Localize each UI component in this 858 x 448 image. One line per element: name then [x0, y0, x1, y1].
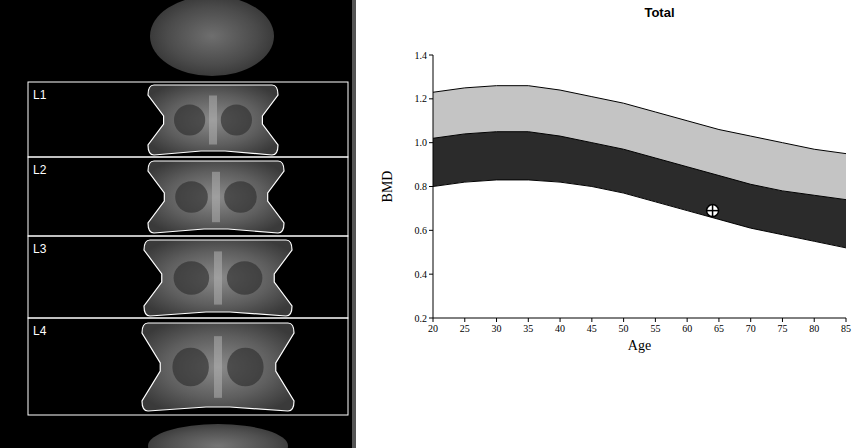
x-tick: [560, 318, 561, 322]
y-tick: [429, 318, 433, 319]
chart-background: [356, 0, 858, 448]
x-tick: [591, 318, 592, 322]
roi-box: [28, 236, 348, 318]
y-tick: [429, 230, 433, 231]
y-tick-label: 0.8: [415, 181, 428, 192]
reference-band: [433, 180, 846, 318]
vertebra-texture: [224, 181, 257, 213]
vertebra: [142, 323, 294, 411]
spine-scan: L1 L2 L3 L4: [0, 0, 356, 448]
plot-area: [433, 86, 846, 318]
vertebra: [148, 85, 278, 155]
roi-box: [28, 82, 348, 157]
vertebra-label: L2: [33, 163, 47, 177]
x-tick-label: 70: [746, 323, 756, 334]
figure: L1 L2 L3 L4 Total 0.2 0.4 0.6 0.8 1.0 1.2 1.4 20 25 30…: [0, 0, 858, 448]
x-tick: [782, 318, 783, 322]
vertebra-label: L1: [33, 88, 47, 102]
vertebra-texture: [172, 348, 208, 387]
y-tick: [429, 186, 433, 187]
y-axis-title: BMD: [380, 171, 395, 203]
vertebra-partial: [150, 0, 274, 76]
x-tick: [846, 318, 847, 322]
spinous-process: [214, 336, 222, 398]
vertebra-label: L4: [33, 324, 47, 338]
x-tick-label: 80: [809, 323, 819, 334]
x-tick: [814, 318, 815, 322]
x-tick: [750, 318, 751, 322]
x-tick: [623, 318, 624, 322]
y-tick-label: 0.2: [415, 313, 428, 324]
x-axis: [433, 318, 846, 319]
x-tick-label: 45: [587, 323, 597, 334]
x-tick: [528, 318, 529, 322]
spinous-process: [214, 251, 222, 304]
y-tick: [429, 55, 433, 56]
y-tick-label: 0.6: [415, 225, 428, 236]
vertebra: [148, 161, 284, 233]
x-tick-label: 60: [682, 323, 692, 334]
roi-box: [28, 157, 348, 236]
chart: Total 0.2 0.4 0.6 0.8 1.0 1.2 1.4 20 25 30 35 40 45 50…: [356, 0, 858, 448]
x-tick-label: 25: [460, 323, 470, 334]
x-tick-label: 30: [492, 323, 502, 334]
x-tick-label: 55: [650, 323, 660, 334]
y-tick: [429, 98, 433, 99]
y-tick: [429, 142, 433, 143]
x-tick: [655, 318, 656, 322]
x-tick: [496, 318, 497, 322]
vertebra: [144, 240, 292, 316]
y-tick-label: 1.2: [415, 93, 428, 104]
y-tick-label: 1.4: [415, 50, 428, 61]
x-tick-label: 35: [523, 323, 533, 334]
patient-point: [707, 205, 719, 217]
vertebra-texture: [227, 261, 263, 294]
spinous-process: [212, 172, 220, 222]
x-tick-label: 85: [841, 323, 851, 334]
y-tick: [429, 274, 433, 275]
x-tick: [687, 318, 688, 322]
x-axis-title: Age: [628, 338, 651, 353]
roi-box: [28, 318, 348, 415]
x-tick: [718, 318, 719, 322]
spinous-process: [209, 96, 217, 145]
reference-curve: [433, 180, 846, 248]
x-tick: [433, 318, 434, 322]
vertebra-texture: [175, 181, 208, 213]
vertebra-texture: [221, 105, 252, 136]
vertebra-partial: [148, 424, 288, 448]
x-tick-label: 65: [714, 323, 724, 334]
y-tick-label: 0.4: [415, 269, 428, 280]
x-tick-label: 20: [428, 323, 438, 334]
vertebra-texture: [174, 261, 210, 294]
vertebra-texture: [227, 348, 263, 387]
panel-divider: [352, 0, 356, 448]
x-tick-label: 50: [619, 323, 629, 334]
vertebra-label: L3: [33, 242, 47, 256]
chart-title: Total: [644, 5, 674, 20]
x-tick: [464, 318, 465, 322]
vertebra-texture: [174, 105, 205, 136]
y-tick-label: 1.0: [415, 137, 428, 148]
x-tick-label: 75: [777, 323, 787, 334]
x-tick-label: 40: [555, 323, 565, 334]
